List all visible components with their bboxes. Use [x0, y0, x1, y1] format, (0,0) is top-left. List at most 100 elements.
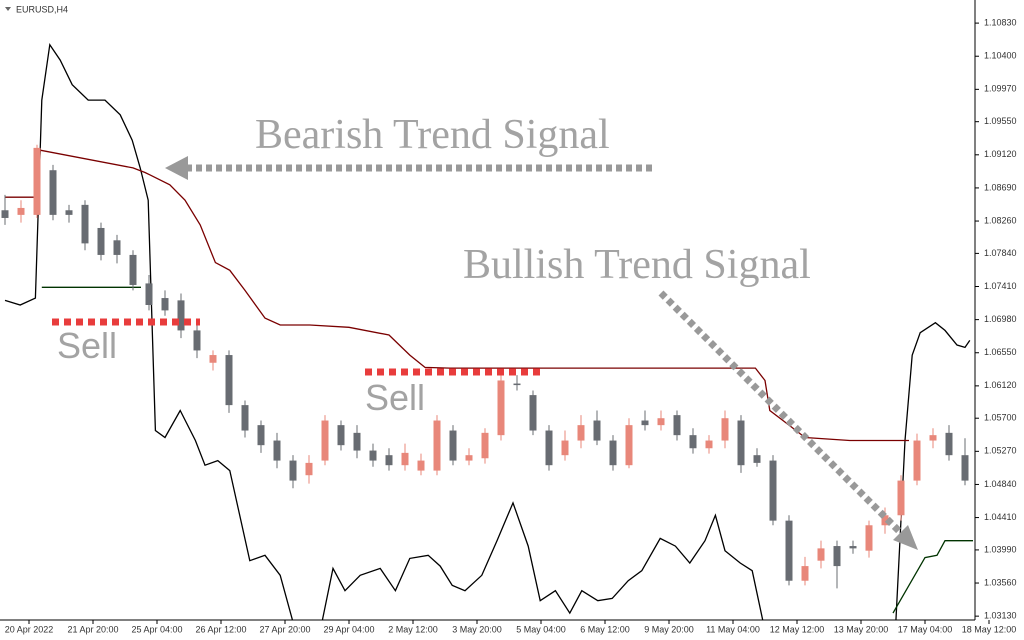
- candle-body: [241, 405, 249, 431]
- annotation: Bullish Trend Signal: [463, 242, 811, 288]
- x-tick-label: 11 May 04:00: [706, 624, 760, 634]
- candle-body: [129, 254, 137, 285]
- x-tick-label: 9 May 20:00: [644, 624, 694, 634]
- candle-body: [753, 455, 761, 463]
- candle-body: [625, 425, 633, 466]
- candle-body: [225, 355, 233, 406]
- x-tick-label: 6 May 12:00: [580, 624, 630, 634]
- y-tick-label: 1.08260: [984, 215, 1017, 225]
- candle-body: [49, 170, 57, 215]
- candle-body: [641, 420, 649, 426]
- plot-area: [1, 42, 973, 620]
- y-tick-label: 1.07410: [984, 281, 1017, 291]
- candle-body: [401, 452, 409, 466]
- y-tick-label: 1.03990: [984, 544, 1017, 554]
- candle-body: [465, 455, 473, 461]
- candle-body: [145, 283, 153, 305]
- symbol-menu-icon[interactable]: [5, 7, 11, 11]
- y-tick-label: 1.04410: [984, 512, 1017, 522]
- candle-body: [769, 460, 777, 521]
- indicator-line: [892, 540, 973, 614]
- x-tick-label: 29 Apr 04:00: [323, 624, 374, 634]
- candle-body: [417, 460, 425, 471]
- candle-body: [17, 207, 25, 215]
- candle-body: [961, 455, 969, 481]
- indicator-line: [4, 42, 971, 620]
- x-tick-label: 12 May 12:00: [770, 624, 825, 634]
- annotation: Sell: [365, 377, 425, 418]
- candle-body: [529, 395, 537, 431]
- annotation: Sell: [57, 325, 117, 366]
- candle-body: [737, 420, 745, 466]
- y-tick-label: 1.09550: [984, 116, 1017, 126]
- candle-body: [321, 420, 329, 461]
- candle-body: [449, 430, 457, 461]
- candle-body: [273, 440, 281, 461]
- candle-body: [881, 515, 889, 526]
- y-tick-label: 1.10830: [984, 17, 1017, 27]
- y-tick-label: 1.05700: [984, 413, 1017, 423]
- y-tick-label: 1.04840: [984, 479, 1017, 489]
- candle-body: [113, 240, 121, 255]
- candle-body: [833, 546, 841, 567]
- x-tick-label: 25 Apr 04:00: [131, 624, 182, 634]
- candle-body: [673, 415, 681, 436]
- x-tick-label: 21 Apr 20:00: [67, 624, 118, 634]
- x-tick-label: 27 Apr 20:00: [259, 624, 310, 634]
- candle-body: [545, 430, 553, 466]
- y-tick-label: 1.06120: [984, 380, 1017, 390]
- candle-body: [97, 227, 105, 255]
- candle-body: [721, 418, 729, 441]
- x-tick-label: 18 May 12:00: [962, 624, 1017, 634]
- bearish-arrow-head: [165, 156, 188, 180]
- y-tick-label: 1.03130: [984, 611, 1017, 621]
- candle-body: [817, 548, 825, 561]
- candle-body: [161, 298, 169, 311]
- y-tick-label: 1.03560: [984, 577, 1017, 587]
- candle-body: [785, 520, 793, 581]
- candle-body: [913, 440, 921, 481]
- axes: 1.10830 1.10400 1.09970 1.09550 1.09120 1.086…: [5, 17, 1017, 634]
- annotation: Bearish Trend Signal: [255, 112, 610, 158]
- candle-body: [305, 462, 313, 476]
- candle-body: [369, 450, 377, 461]
- candle-body: [945, 432, 953, 456]
- x-tick-label: 13 May 20:00: [834, 624, 889, 634]
- candle-body: [353, 432, 361, 451]
- candle-body: [657, 418, 665, 426]
- candle-body: [289, 460, 297, 481]
- candle-body: [209, 355, 217, 363]
- candle-body: [513, 383, 521, 386]
- candle-body: [561, 440, 569, 456]
- candle-body: [1, 210, 9, 218]
- y-tick-label: 1.08690: [984, 182, 1017, 192]
- overlay: Bearish Trend Signal Bullish Trend Signa…: [5, 4, 918, 550]
- y-tick-label: 1.06550: [984, 347, 1017, 357]
- candle-body: [337, 425, 345, 446]
- chart-title: EURUSD,H4: [16, 4, 68, 14]
- candle-body: [481, 432, 489, 459]
- y-tick-label: 1.09970: [984, 84, 1017, 94]
- candle-body: [577, 425, 585, 441]
- x-tick-label: 20 Apr 2022: [5, 624, 54, 634]
- bullish-arrow-head: [893, 525, 918, 550]
- y-tick-label: 1.06980: [984, 314, 1017, 324]
- bullish-arrow: [658, 290, 903, 535]
- candle-body: [65, 210, 73, 215]
- y-tick-label: 1.09120: [984, 149, 1017, 159]
- candle-body: [497, 380, 505, 436]
- candle-body: [81, 204, 89, 244]
- candle-body: [433, 420, 441, 471]
- candle-body: [609, 440, 617, 466]
- candle-body: [849, 546, 857, 549]
- x-tick-label: 2 May 12:00: [388, 624, 438, 634]
- y-tick-label: 1.05270: [984, 446, 1017, 456]
- candle-body: [705, 440, 713, 449]
- candle-body: [689, 435, 697, 449]
- candle-body: [593, 420, 601, 441]
- candle-body: [801, 566, 809, 581]
- y-tick-label: 1.07840: [984, 248, 1017, 258]
